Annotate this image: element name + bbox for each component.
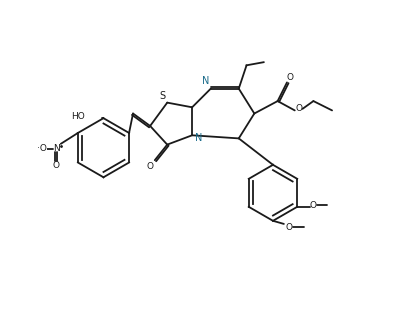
Text: S: S xyxy=(159,91,165,101)
Text: O: O xyxy=(309,201,315,210)
Text: O: O xyxy=(53,161,60,170)
Text: N: N xyxy=(202,76,209,86)
Text: N: N xyxy=(53,144,60,153)
Text: HO: HO xyxy=(71,112,85,121)
Text: N: N xyxy=(194,133,202,143)
Text: ·O: ·O xyxy=(37,144,47,153)
Text: O: O xyxy=(286,73,293,82)
Text: O: O xyxy=(284,223,291,231)
Text: O: O xyxy=(295,104,302,113)
Text: O: O xyxy=(146,162,153,171)
